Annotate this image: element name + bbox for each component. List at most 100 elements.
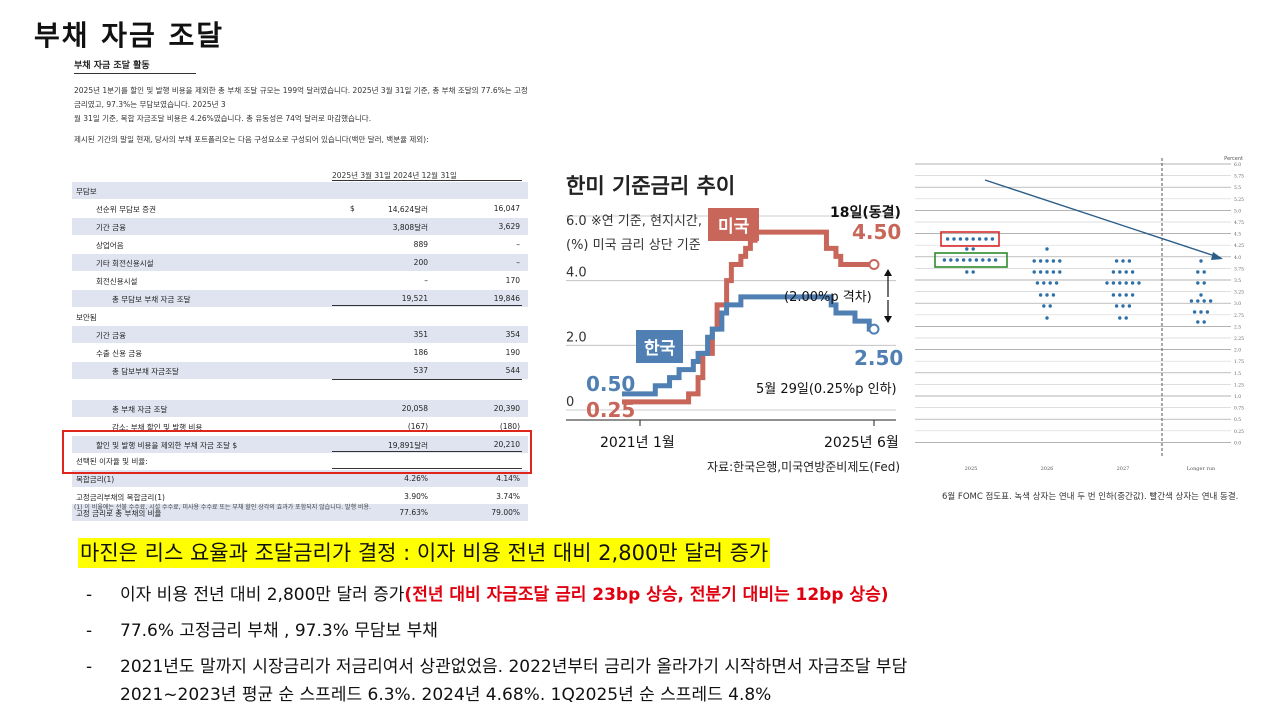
report-paragraph: 2025년 1분기를 할인 및 발행 비용을 제외한 총 부채 조달 규모는 1… [74, 84, 534, 126]
fomc-dot [1127, 259, 1132, 263]
fomc-dot [1130, 270, 1135, 274]
fomc-dot [1196, 281, 1200, 285]
report-row-value-2024: (180) [499, 422, 520, 431]
fomc-dot [965, 247, 969, 251]
report-footnote: (1) 이 비율에는 선불 수수료, 시설 수수료, 미사용 수수료 또는 부채… [74, 504, 371, 511]
fomc-dot [1202, 270, 1206, 274]
dot-plot-y-tick: 0.0 [1234, 440, 1241, 446]
report-row-value-2024: 190 [505, 348, 520, 357]
fomc-dot [1038, 293, 1043, 297]
report-row-label: 복합금리(1) [76, 475, 115, 484]
dot-plot-y-tick: 4.75 [1234, 220, 1244, 226]
dot-plot-y-tick: 5.25 [1234, 197, 1244, 203]
report-row: 고정 금리로 총 부채의 비율 77.63% 79.00% [72, 504, 528, 521]
fomc-dot [1199, 259, 1203, 263]
report-row-label: 총 담보부채 자금조달 [112, 367, 179, 376]
fomc-dot [1058, 270, 1062, 274]
report-row: 보안됨 [72, 308, 528, 325]
bullet-3-line2: 2021~2023년 평균 순 스프레드 6.3%. 2024년 4.68%. … [120, 685, 772, 705]
us-series-label: 미국 [708, 208, 760, 241]
fomc-dot [1199, 293, 1203, 297]
report-row-value-2025: 20,058 [401, 404, 428, 413]
fomc-dot [1114, 304, 1119, 308]
rate-chart-note-line1: ※연 기준, 현지시간, [590, 214, 702, 229]
fomc-dot [1202, 281, 1206, 285]
red-box-hold [940, 231, 1000, 247]
report-row-label: 기간 금융 [96, 223, 126, 232]
report-row-label: 선순위 무담보 증권 [96, 205, 156, 214]
kr-end-point [868, 323, 880, 335]
fomc-dot [1058, 259, 1062, 263]
report-row-value-2024: 19,846 [493, 294, 520, 303]
fomc-dot [1205, 310, 1210, 314]
report-row-value-2025: 889 [413, 240, 428, 249]
report-row-value-2025: (167) [407, 422, 428, 431]
report-row-label: 수출 신용 금융 [96, 349, 143, 358]
fomc-dot [1038, 270, 1043, 274]
fomc-dot [955, 258, 959, 262]
report-row-value-2025: 351 [413, 330, 428, 339]
report-title: 부채 자금 조달 활동 [74, 58, 196, 74]
report-row: 기타 회전신용시설 200 – [72, 254, 528, 271]
report-row-label: 고정 금리로 총 부채의 비율 [76, 509, 162, 518]
report-underline [332, 180, 522, 181]
report-row: 회전신용시설 – 170 [72, 272, 528, 289]
fomc-dot [1051, 259, 1056, 263]
y-tick-6: 6.0 [566, 214, 591, 229]
fomc-dot [1124, 281, 1128, 285]
bullet-3-line1: 2021년도 말까지 시장금리가 저금리여서 상관없었음. 2022년부터 금리… [120, 657, 908, 677]
dot-plot-y-tick: 2.0 [1234, 348, 1241, 354]
fomc-dot [1118, 281, 1122, 285]
report-row: 선순위 무담보 증권 $14,624달러 16,047 [72, 200, 528, 217]
fomc-dot [1111, 293, 1116, 297]
dot-plot-y-tick: 1.25 [1234, 382, 1244, 388]
bullet-1: - 이자 비용 전년 대비 2,800만 달러 증가(전년 대비 자금조달 금리 … [86, 580, 888, 605]
report-row-value-2024: 3.74% [496, 492, 520, 501]
fomc-dot [968, 258, 972, 262]
dot-plot-y-tick: 0.5 [1234, 417, 1241, 423]
rate-chart-title: 한미 기준금리 추이 [566, 174, 736, 198]
dot-plot-y-tick: 3.5 [1234, 278, 1241, 284]
fomc-dot [1189, 299, 1194, 303]
bullet-1-red-text: (전년 대비 자금조달 금리 23bp 상승, 전분기 대비는 12bp 상승) [404, 585, 889, 605]
fomc-dot [1035, 281, 1040, 285]
report-underline [332, 379, 522, 380]
bullet-dash: - [86, 585, 93, 605]
fomc-dot [971, 237, 975, 241]
report-row-label: 선택된 이자율 및 비율: [76, 457, 148, 466]
fomc-dot [1118, 293, 1122, 297]
report-row-value-2025: 19,891달러 [387, 441, 428, 450]
report-row-value-2025: 200 [413, 258, 428, 267]
report-row: 감소: 부채 할인 및 발행 비용 (167) (180) [72, 418, 528, 435]
fomc-dot [1124, 316, 1128, 320]
fomc-dot [1196, 270, 1200, 274]
report-row-label: 회전신용시설 [96, 277, 138, 286]
dot-plot-x-label: 2026 [1041, 466, 1054, 472]
bullet-2: - 77.6% 고정금리 부채 , 97.3% 무담보 부채 [86, 616, 438, 641]
fomc-dot [965, 270, 969, 274]
interest-rate-highlight-box [62, 430, 532, 474]
rate-chart-source: 자료:한국은행,미국연방준비제도(Fed) [707, 460, 901, 474]
dot-plot-y-tick: 0.75 [1234, 406, 1244, 412]
dot-plot-y-tick: 4.25 [1234, 243, 1244, 249]
fomc-dot [1042, 304, 1046, 308]
dot-plot-y-tick: 1.75 [1234, 359, 1244, 365]
fomc-dot [1045, 316, 1049, 320]
fomc-dot [961, 258, 966, 262]
trend-arrow-line [984, 179, 1222, 259]
dot-plot-x-label: 2027 [1117, 466, 1130, 472]
rate-y-tick: 4.0 [566, 266, 587, 281]
fomc-dot [1124, 270, 1128, 274]
fomc-dot [952, 237, 956, 241]
dot-plot-y-tick: 0.25 [1234, 429, 1244, 435]
report-row-value-2024: – [516, 258, 520, 267]
fomc-dot [945, 237, 950, 241]
dot-plot-y-tick: 3.0 [1234, 301, 1241, 307]
dot-plot-svg: 6.0 5.75 5.5 5.25 5.0 4.75 4.5 4.25 4.0 3.75 3.5 3.… [915, 158, 1244, 472]
fomc-dot [1130, 293, 1135, 297]
fomc-dot [977, 237, 982, 241]
fomc-dot [1038, 259, 1043, 263]
report-row-label: 보안됨 [76, 313, 97, 322]
us-end-value: 4.50 [852, 220, 902, 244]
rate-trend-chart: 한미 기준금리 추이 0 2.0 4.0 6.0 ※연 기준, 현지시간, (%) … [562, 162, 904, 482]
